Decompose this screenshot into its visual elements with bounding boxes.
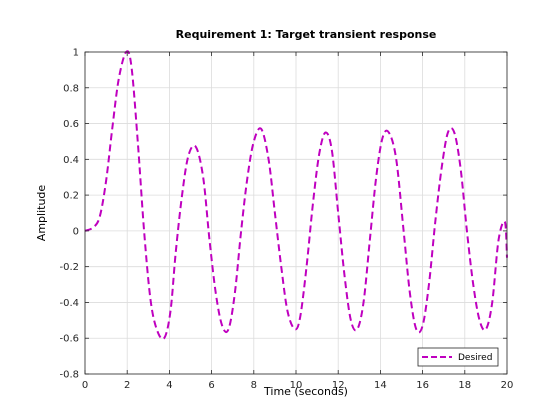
chart-title: Requirement 1: Target transient response xyxy=(176,28,437,41)
y-tick-label: 0.6 xyxy=(63,119,79,130)
y-tick-label: 0.8 xyxy=(63,83,79,94)
x-tick-label: 20 xyxy=(501,380,514,391)
legend-label-desired: Desired xyxy=(458,353,492,363)
y-tick-label: -0.4 xyxy=(59,298,79,309)
y-tick-label: 1 xyxy=(73,48,79,59)
x-tick-label: 2 xyxy=(124,380,130,391)
x-tick-label: 0 xyxy=(82,380,88,391)
axis-ticks xyxy=(84,51,508,375)
x-tick-label: 10 xyxy=(290,380,303,391)
y-tick-label: -0.8 xyxy=(59,370,79,381)
y-tick-label: 0.2 xyxy=(63,191,79,202)
x-tick-label: 18 xyxy=(458,380,471,391)
y-tick-label: 0.4 xyxy=(63,155,79,166)
series-line-desired xyxy=(84,50,508,341)
x-tick-label: 6 xyxy=(208,380,214,391)
x-tick-label: 16 xyxy=(416,380,429,391)
y-tick-label: 0 xyxy=(73,226,79,237)
legend: Desired xyxy=(417,347,499,367)
x-tick-label: 4 xyxy=(166,380,172,391)
y-tick-label: -0.6 xyxy=(59,334,79,345)
x-tick-labels: 0 2 4 6 8 10 12 14 16 18 20 xyxy=(82,380,514,391)
x-axis-label: Time (seconds) xyxy=(263,385,348,398)
y-tick-label: -0.2 xyxy=(59,262,79,273)
x-tick-label: 14 xyxy=(374,380,387,391)
legend-box xyxy=(417,347,499,367)
x-tick-label: 12 xyxy=(332,380,345,391)
series-layer xyxy=(84,50,508,341)
y-tick-labels: -0.8 -0.6 -0.4 -0.2 0 0.2 0.4 0.6 0.8 1 xyxy=(59,48,79,381)
x-tick-label: 8 xyxy=(251,380,257,391)
y-axis-label: Amplitude xyxy=(35,185,48,242)
